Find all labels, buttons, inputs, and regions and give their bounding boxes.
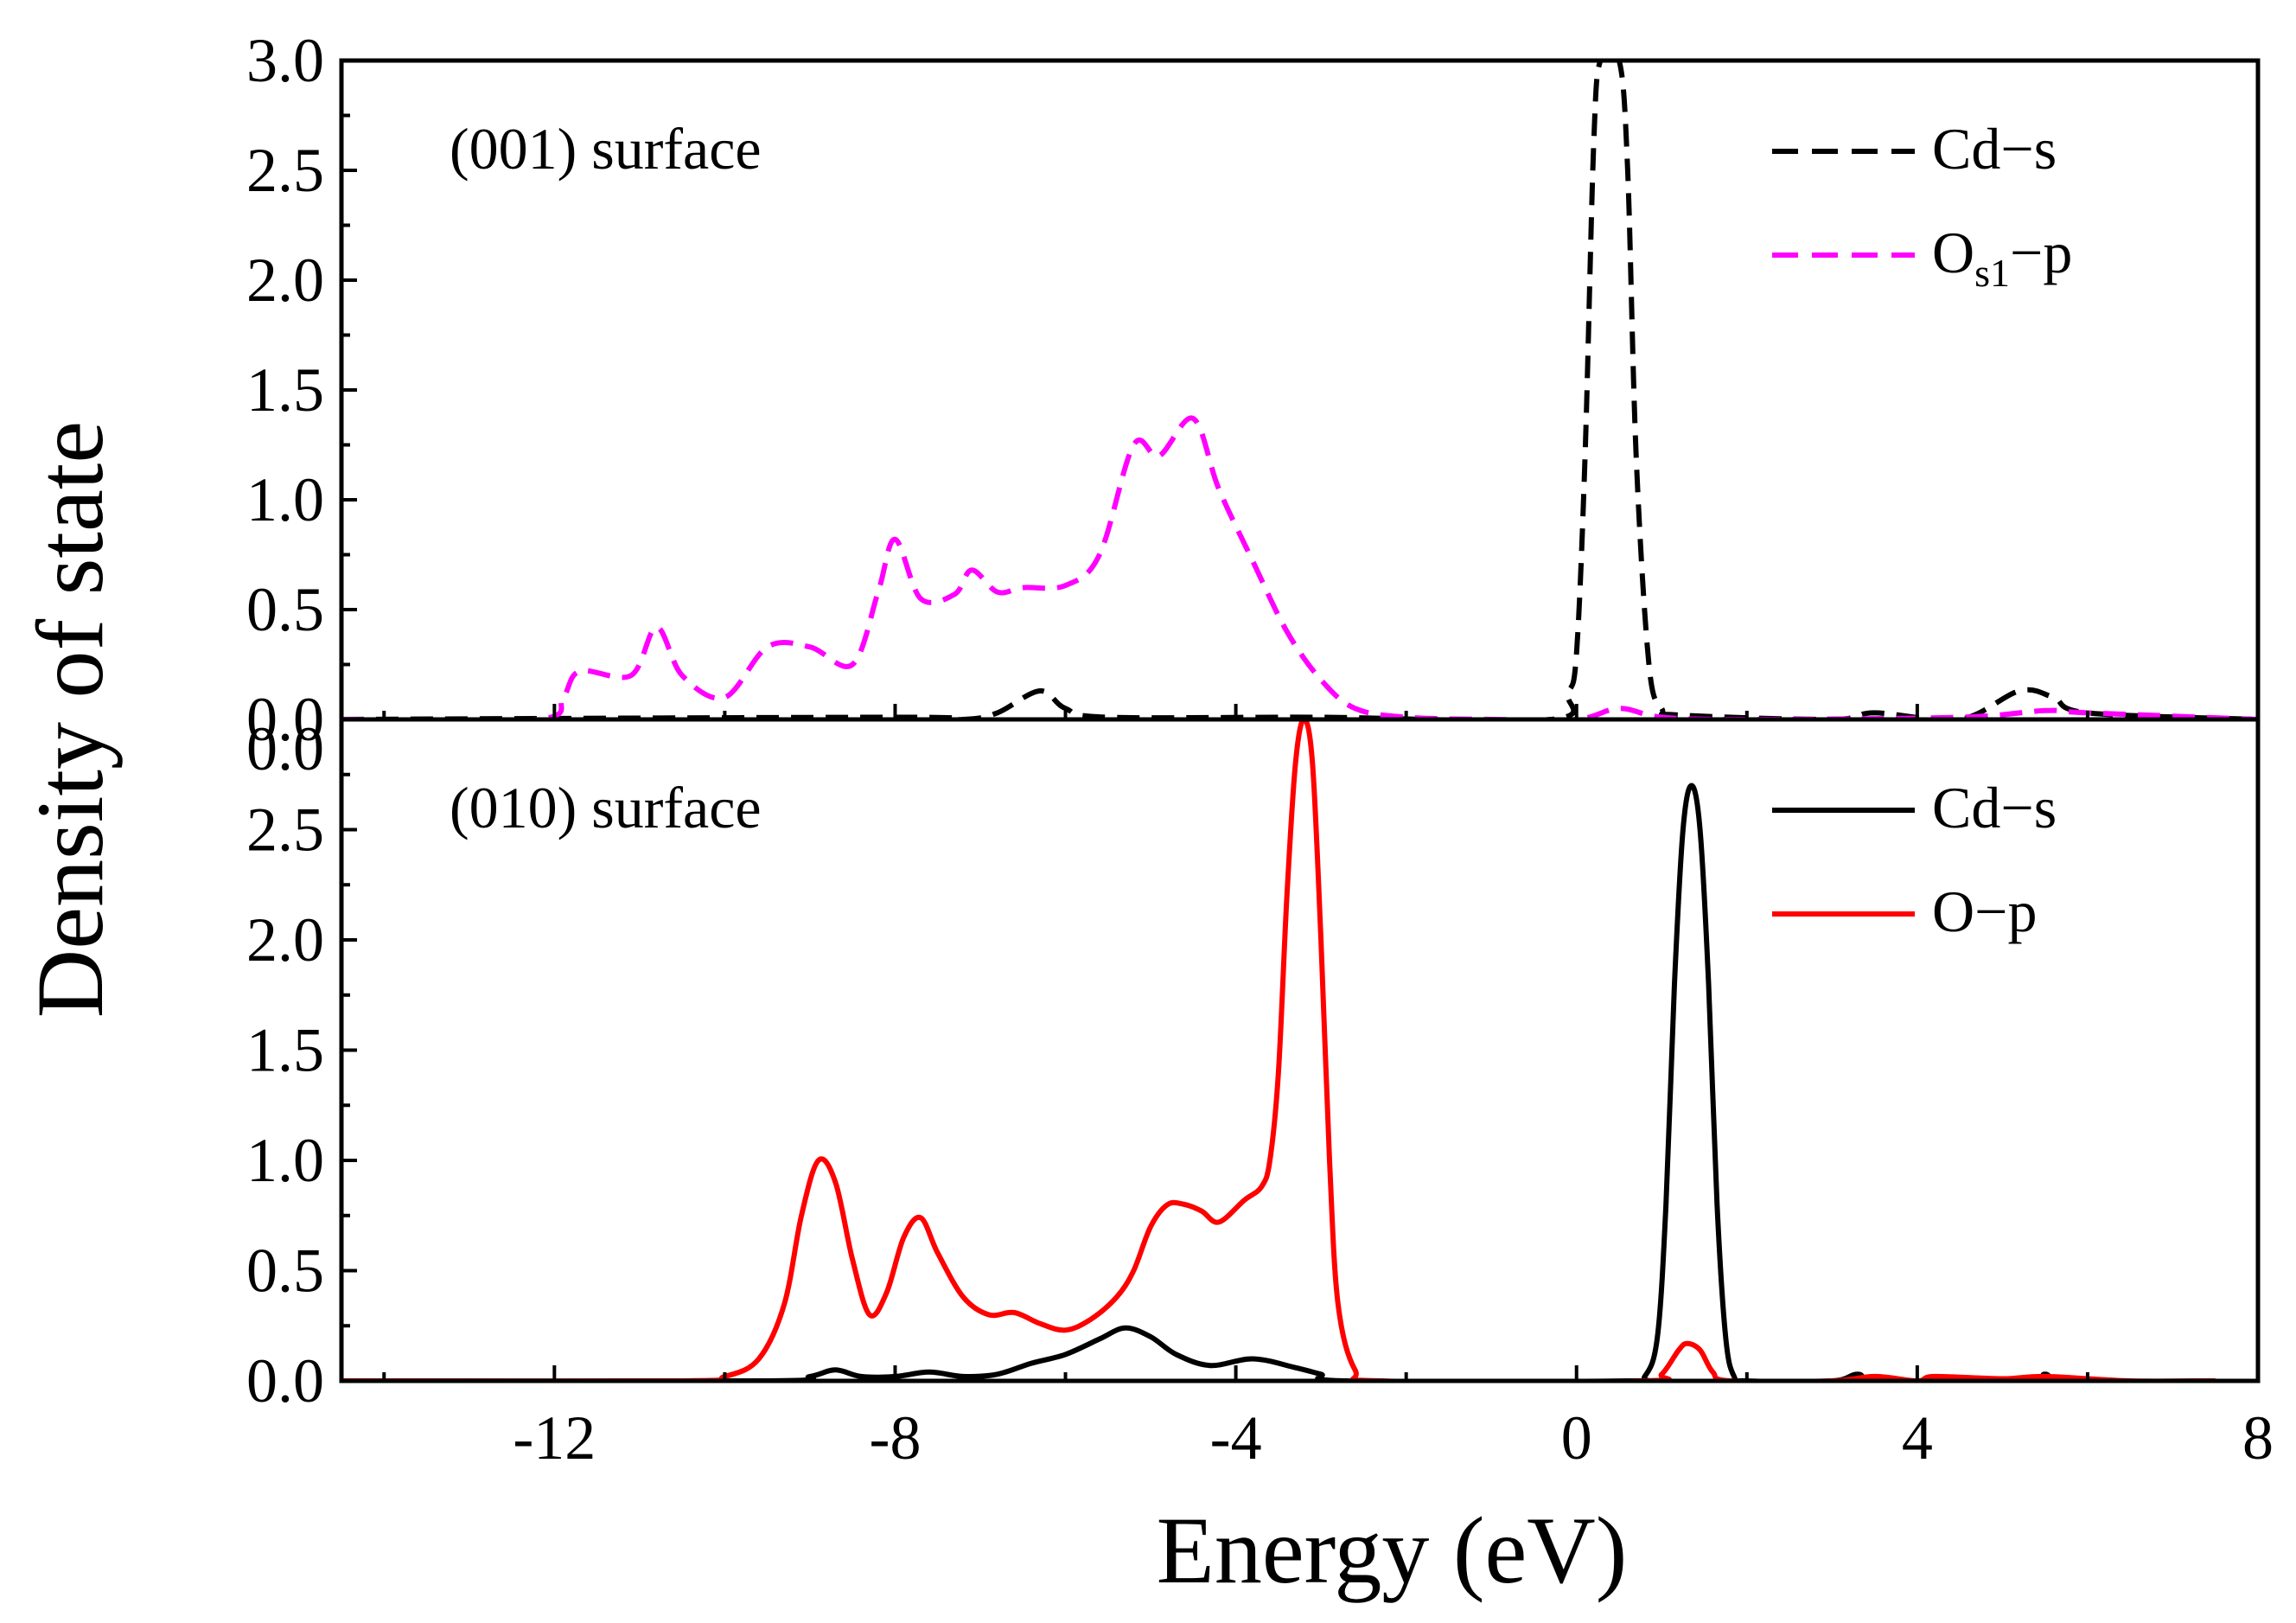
y-tick-label-bottom: 1.0 [246,1126,324,1195]
series-line-top-os1-p [341,415,2258,719]
x-axis-title: Energy (eV) [1157,1498,1628,1603]
legend-label-top-1: Os1−p [1932,220,2072,295]
x-tick-label: -4 [1210,1403,1262,1473]
y-tick-label-top: 1.0 [246,465,324,534]
series-group-top [341,61,2258,719]
y-tick-label-bottom: 2.0 [246,905,324,974]
y-tick-label-top: 0.0 [246,685,324,754]
y-tick-label-bottom: 2.5 [246,796,324,865]
y-tick-label-bottom-top: 0.0 [246,714,324,783]
x-tick-label: -8 [869,1403,921,1473]
top-panel-001-surface: 0.0 0.5 1.0 1.5 2.0 2.5 3.0 (001) surface Cd−s Os… [246,26,2261,754]
legend-label-top-0: Cd−s [1932,116,2057,182]
x-tick-label: -12 [513,1403,596,1473]
series-line-bottom-cd-s [341,783,2216,1381]
y-tick-label-top: 0.5 [246,575,324,644]
series-line-bottom-o-p [341,719,2216,1381]
bottom-panel-010-surface: 0.0 0.5 1.0 1.5 2.0 2.5 0.0 -12 -8 -4 0 4 8 (010) sur… [246,714,2274,1473]
y-tick-label-bottom: 0.5 [246,1236,324,1306]
y-tick-label-top: 2.5 [246,136,324,205]
x-tick-label: 0 [1561,1403,1592,1473]
panel-annotation-bottom: (010) surface [450,775,762,840]
series-group-bottom [341,719,2216,1381]
x-tick-label: 8 [2242,1403,2274,1473]
x-tick-label: 4 [1902,1403,1933,1473]
y-tick-label-top: 1.5 [246,355,324,425]
y-tick-label-top: 2.0 [246,246,324,315]
series-line-top-cd-s [341,61,2258,719]
y-tick-label-bottom: 0.0 [246,1346,324,1415]
y-tick-label-top: 3.0 [246,26,324,95]
legend-label-bottom-1: O−p [1932,879,2037,944]
legend-label-bottom-0: Cd−s [1932,775,2057,840]
y-axis-title: Density of state [17,421,123,1018]
panel-annotation-top: (001) surface [450,116,762,182]
y-tick-label-bottom: 1.5 [246,1016,324,1085]
